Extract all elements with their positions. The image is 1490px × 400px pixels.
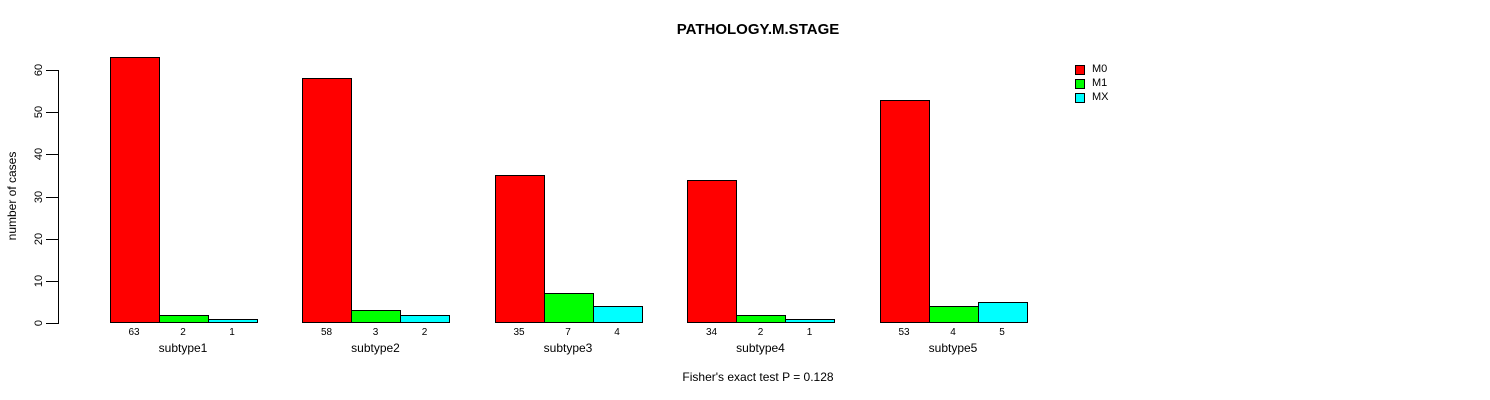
- legend-swatch-icon: [1075, 64, 1085, 75]
- chart-title: PATHOLOGY.M.STAGE: [676, 21, 840, 38]
- bar-m1-subtype5: [928, 306, 979, 323]
- bar-value-label: 4: [614, 327, 620, 338]
- y-axis-tick-label: 0: [33, 319, 45, 327]
- y-axis-tick-label: 60: [33, 63, 45, 77]
- bar-value-label: 53: [898, 327, 910, 338]
- bar-mx-subtype4: [785, 319, 835, 323]
- bar-value-label: 58: [320, 327, 333, 338]
- bar-value-label: 3: [372, 327, 379, 338]
- y-axis-tick-label: 40: [33, 148, 45, 161]
- y-axis-tick: [46, 154, 58, 156]
- bar-m0-subtype3: [494, 175, 545, 323]
- bar-m1-subtype2: [351, 310, 401, 323]
- bar-m0-subtype4: [687, 180, 737, 323]
- category-label-subtype5: subtype5: [928, 341, 978, 355]
- legend-swatch-icon: [1075, 92, 1085, 103]
- y-axis-tick-label: 30: [33, 190, 45, 203]
- bar-value-label: 34: [705, 327, 718, 338]
- y-axis-tick: [46, 70, 58, 71]
- bar-m0-subtype1: [109, 57, 160, 323]
- bar-m1-subtype1: [158, 315, 209, 323]
- y-axis-line: [58, 70, 59, 324]
- y-axis-tick: [46, 280, 58, 282]
- category-label-subtype4: subtype4: [736, 341, 785, 355]
- bar-mx-subtype3: [592, 306, 643, 323]
- bar-value-label: 1: [229, 327, 235, 338]
- category-label-subtype2: subtype2: [351, 341, 400, 355]
- bar-mx-subtype5: [977, 302, 1028, 323]
- bar-m0-subtype2: [302, 78, 352, 323]
- legend: M0 M1 MX: [1075, 63, 1109, 105]
- bar-value-label: 4: [950, 327, 956, 338]
- annotation-fisher-test: Fisher's exact test P = 0.128: [682, 370, 834, 384]
- legend-label: M0: [1092, 63, 1108, 75]
- y-axis-tick: [46, 323, 58, 324]
- y-axis-label: number of cases: [5, 151, 19, 241]
- category-label-subtype1: subtype1: [158, 341, 208, 355]
- bar-value-label: 5: [999, 327, 1005, 338]
- legend-label: M1: [1092, 77, 1108, 89]
- bar-mx-subtype2: [400, 315, 450, 323]
- y-axis-tick-label: 20: [33, 232, 45, 245]
- y-axis-tick-label: 50: [33, 106, 45, 119]
- bar-value-label: 1: [806, 327, 813, 338]
- legend-item-mx: MX: [1075, 91, 1109, 104]
- legend-swatch-icon: [1075, 78, 1085, 89]
- bar-m0-subtype5: [879, 100, 930, 323]
- y-axis-tick: [46, 112, 58, 114]
- bar-m1-subtype3: [543, 293, 594, 323]
- bar-value-label: 7: [565, 327, 571, 338]
- bar-m1-subtype4: [736, 315, 786, 323]
- legend-item-m1: M1: [1075, 77, 1109, 90]
- y-axis-tick: [46, 196, 58, 198]
- bar-value-label: 2: [757, 327, 764, 338]
- y-axis-tick: [46, 238, 58, 240]
- category-label-subtype3: subtype3: [543, 341, 593, 355]
- legend-label: MX: [1092, 91, 1109, 103]
- y-axis-tick-label: 10: [33, 274, 45, 287]
- bar-value-label: 63: [128, 327, 140, 338]
- bar-mx-subtype1: [207, 319, 258, 323]
- bar-value-label: 35: [513, 327, 525, 338]
- bar-value-label: 2: [180, 327, 186, 338]
- legend-item-m0: M0: [1075, 63, 1109, 76]
- bar-value-label: 2: [421, 327, 428, 338]
